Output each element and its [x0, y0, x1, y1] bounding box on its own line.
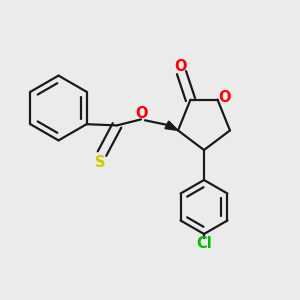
- Text: O: O: [174, 58, 187, 74]
- Text: Cl: Cl: [196, 236, 212, 251]
- Text: O: O: [218, 90, 230, 105]
- Text: O: O: [136, 106, 148, 122]
- Text: S: S: [95, 155, 106, 170]
- Polygon shape: [165, 121, 178, 130]
